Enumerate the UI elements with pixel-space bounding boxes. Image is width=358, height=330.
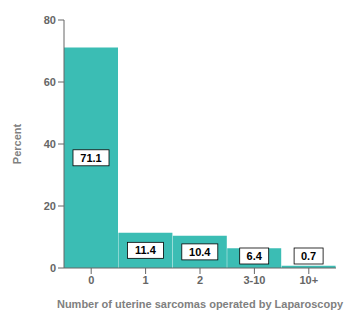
- svg-text:1: 1: [143, 274, 149, 286]
- svg-text:Number of uterine sarcomas ope: Number of uterine sarcomas operated by L…: [57, 298, 344, 310]
- svg-text:3-10: 3-10: [243, 274, 265, 286]
- svg-text:6.4: 6.4: [247, 250, 263, 262]
- svg-text:40: 40: [44, 138, 56, 150]
- svg-text:11.4: 11.4: [135, 244, 157, 256]
- svg-text:10.4: 10.4: [189, 246, 211, 258]
- svg-text:Percent: Percent: [11, 123, 23, 164]
- svg-text:0: 0: [50, 262, 56, 274]
- svg-text:0.7: 0.7: [301, 250, 316, 262]
- svg-text:80: 80: [44, 14, 56, 26]
- svg-text:60: 60: [44, 76, 56, 88]
- svg-text:71.1: 71.1: [80, 152, 101, 164]
- svg-text:10+: 10+: [299, 274, 318, 286]
- svg-text:2: 2: [197, 274, 203, 286]
- svg-text:0: 0: [88, 274, 94, 286]
- svg-text:20: 20: [44, 200, 56, 212]
